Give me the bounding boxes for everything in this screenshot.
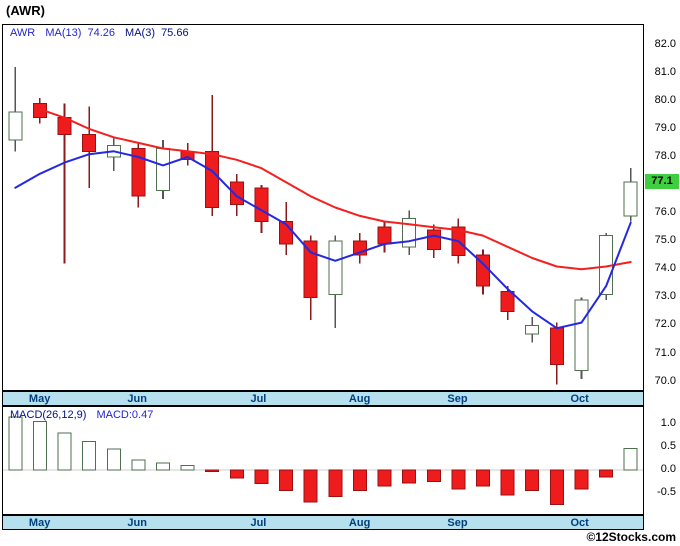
copyright-link[interactable]: ©12Stocks.com [586,530,676,544]
price-chart-month-band: May Jun Jul Aug Sep Oct [2,391,644,406]
macd-axis-label: 0.0 [660,462,676,475]
macd-bar [229,469,244,479]
legend-ma3-value: 75.66 [161,27,189,39]
candle-down [205,150,220,209]
macd-bar [131,459,146,471]
ma3-line [14,150,632,330]
macd-bar [402,469,417,484]
candle-down [426,229,441,251]
month-label: May [28,393,51,405]
price-chart [2,24,644,391]
price-axis-label: 72.0 [654,318,676,331]
price-axis-label: 75.0 [654,234,676,247]
macd-axis-label: 1.0 [660,416,676,429]
month-label: Aug [348,393,371,405]
macd-bar [574,469,589,490]
candle-down [500,291,515,312]
month-label: Jul [250,517,267,529]
legend-ma13-value: 74.26 [87,27,115,39]
macd-bar [500,469,515,496]
candle-up [525,324,540,335]
macd-bar [599,469,614,478]
month-label: Jun [127,393,147,405]
month-label: Jul [250,393,267,405]
candle-up [623,181,638,217]
macd-bar [328,469,343,498]
macd-histogram-chart [2,406,644,515]
ticker-title: (AWR) [6,3,45,18]
macd-bar [156,462,170,471]
price-axis-label: 71.0 [654,346,676,359]
macd-bar [8,416,23,471]
month-label: Oct [570,393,589,405]
month-label: Oct [570,517,589,529]
macd-bar [279,469,294,492]
price-axis-label: 78.0 [654,149,676,162]
macd-bar [623,447,638,471]
price-axis-label: 81.0 [654,65,676,78]
legend-ma13-label: MA(13) [45,27,82,39]
candle-up [574,299,589,371]
macd-bar [303,469,318,503]
macd-bar [451,469,466,490]
macd-bar [32,421,47,471]
month-label: May [28,517,51,529]
month-label: Aug [348,517,371,529]
macd-bar [180,464,195,471]
candle-up [156,148,170,192]
legend-ma3-label: MA(3) [125,27,155,39]
macd-params-label: MACD(26,12,9) [10,409,87,421]
macd-bar [476,469,490,487]
month-label: Sep [447,517,468,529]
month-label: Sep [447,393,468,405]
price-axis-label: 82.0 [654,37,676,50]
candle-down [229,181,244,206]
macd-axis-label: 0.5 [660,439,676,452]
macd-bar [205,469,220,472]
price-axis-label: 70.0 [654,374,676,387]
macd-bar [549,469,564,505]
macd-value-label: MACD:0.47 [96,409,154,421]
macd-bar [426,469,441,482]
candle-down [377,226,392,245]
candle-down [254,187,269,223]
macd-bar [82,440,97,471]
candle-down [549,327,564,366]
macd-axis: 1.0 0.5 0.0 -0.5 [644,406,680,515]
candle-down [82,134,97,152]
candle-down [131,148,146,197]
macd-bar [525,469,540,492]
macd-bar [254,469,269,485]
candle-up [328,240,343,295]
price-axis: 82.0 81.0 80.0 79.0 78.0 76.0 75.0 74.0 73.0 72.0… [644,24,680,391]
ma13-line [38,108,632,271]
candle-up [8,111,23,141]
macd-legend: MACD(26,12,9) MACD:0.47 [10,409,160,421]
price-chart-legend: AWR MA(13) 74.26 MA(3) 75.66 [10,27,196,39]
macd-bar [57,432,72,471]
macd-bar [352,469,367,492]
macd-axis-label: -0.5 [657,485,676,498]
price-axis-label: 76.0 [654,206,676,219]
macd-bar [377,469,392,487]
last-price-badge: 77.1 [645,174,679,190]
price-axis-label: 80.0 [654,93,676,106]
month-label: Jun [127,517,147,529]
macd-month-band: May Jun Jul Aug Sep Oct [2,515,644,530]
legend-symbol: AWR [10,27,36,39]
price-axis-label: 74.0 [654,262,676,275]
price-axis-label: 73.0 [654,290,676,303]
candle-down [303,240,318,298]
macd-bar [106,448,121,471]
price-axis-label: 79.0 [654,121,676,134]
